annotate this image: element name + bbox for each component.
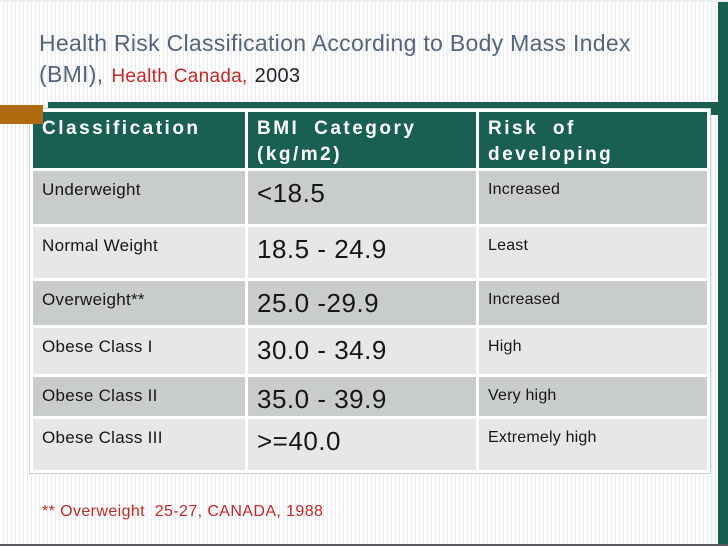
cell-classification: Underweight [33, 171, 245, 224]
bmi-table: Classification BMI Category (kg/m2) Risk … [29, 108, 711, 474]
cell-bmi-range: >=40.0 [248, 419, 476, 470]
header-risk-line2: developing [488, 144, 614, 165]
table-row-underweight: Underweight <18.5 Increased [33, 171, 707, 224]
cell-classification: Normal Weight [33, 227, 245, 278]
cell-bmi-range: <18.5 [248, 171, 476, 224]
table-row-obese-class-1: Obese Class I 30.0 - 34.9 High [33, 328, 707, 374]
header-risk-line1: Risk of [488, 118, 576, 139]
title-bmi-prefix: (BMI), [39, 61, 104, 87]
header-bmi-category: BMI Category (kg/m2) [248, 112, 476, 168]
header-bmi-line1: BMI Category [257, 118, 417, 139]
cell-risk-level: Extremely high [479, 419, 707, 470]
cell-risk-level: Least [479, 227, 707, 278]
cell-bmi-range: 18.5 - 24.9 [248, 227, 476, 278]
bmi-table-grid: Classification BMI Category (kg/m2) Risk … [30, 109, 710, 473]
header-classification: Classification [33, 112, 245, 168]
cell-risk-level: High [479, 328, 707, 374]
cell-classification: Obese Class I [33, 328, 245, 374]
table-row-obese-class-3: Obese Class III >=40.0 Extremely high [33, 419, 707, 470]
table-row-overweight: Overweight** 25.0 -29.9 Increased [33, 281, 707, 325]
table-row-normal-weight: Normal Weight 18.5 - 24.9 Least [33, 227, 707, 278]
cell-risk-level: Very high [479, 377, 707, 416]
footnote: ** Overweight 25-27, CANADA, 1988 [42, 503, 324, 520]
right-edge-accent-strip [718, 2, 728, 546]
slide-title: Health Risk Classification According to … [39, 28, 631, 92]
header-bmi-line2: (kg/m2) [257, 144, 343, 165]
cell-risk-level: Increased [479, 171, 707, 224]
title-year: 2003 [254, 65, 301, 87]
cell-risk-level: Increased [479, 281, 707, 325]
cell-classification: Obese Class III [33, 419, 245, 470]
orange-accent-square [0, 105, 43, 124]
cell-bmi-range: 30.0 - 34.9 [248, 328, 476, 374]
cell-bmi-range: 25.0 -29.9 [248, 281, 476, 325]
cell-classification: Obese Class II [33, 377, 245, 416]
header-risk: Risk of developing [479, 112, 707, 168]
cell-classification: Overweight** [33, 281, 245, 325]
table-header-row: Classification BMI Category (kg/m2) Risk … [33, 112, 707, 168]
header-classification-label: Classification [42, 118, 201, 139]
title-line1: Health Risk Classification According to … [39, 30, 631, 56]
cell-bmi-range: 35.0 - 39.9 [248, 377, 476, 416]
table-row-obese-class-2: Obese Class II 35.0 - 39.9 Very high [33, 377, 707, 416]
title-source: Health Canada, [111, 66, 248, 87]
